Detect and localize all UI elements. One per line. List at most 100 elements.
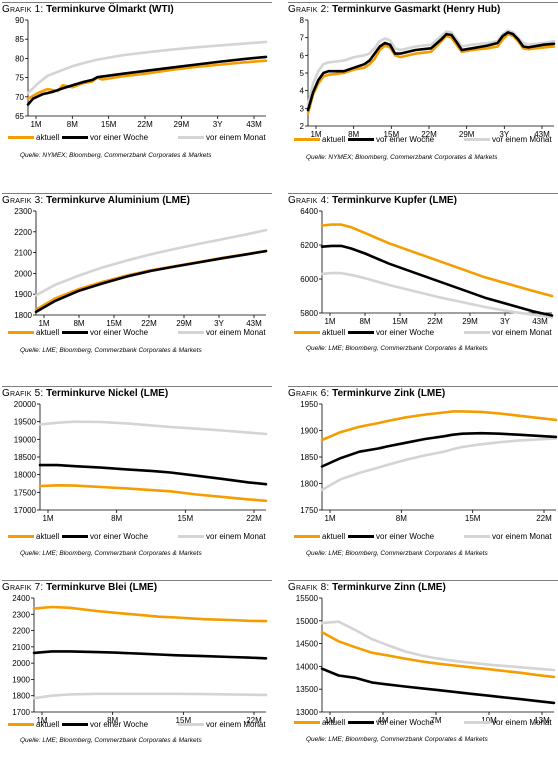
x-tick-label: 22M — [536, 514, 552, 523]
x-tick-label: 43M — [246, 319, 262, 328]
chart-svg: 13000 13500 14000 14500 15000 15500 1M 4M 7M 10M 1… — [296, 594, 556, 725]
x-tick-label: 43M — [246, 120, 262, 129]
chart-name: Terminkurve Gasmarkt (Henry Hub) — [329, 4, 501, 15]
legend-item-monat: vor einem Monat — [178, 133, 266, 142]
series-line-aktuell — [320, 223, 554, 298]
y-tick-label: 80 — [15, 54, 24, 63]
chart-title: Grafik 6: Terminkurve Zink (LME) — [288, 386, 558, 403]
series-line-woche — [34, 249, 268, 314]
chart-source: Quelle: LME; Bloomberg, Commerzbank Corp… — [20, 550, 202, 557]
chart-svg: 65 70 75 80 85 90 1M 8M 15M 22M 29M 3Y 43M — [15, 16, 268, 129]
x-tick-label: 1M — [324, 317, 335, 326]
legend-label: vor einem Monat — [492, 718, 552, 727]
legend-item-woche: vor einer Woche — [348, 532, 434, 541]
legend-item-woche: vor einer Woche — [62, 532, 148, 541]
series-line-woche — [320, 431, 558, 468]
chart-title: Grafik 8: Terminkurve Zinn (LME) — [288, 580, 558, 597]
legend-swatch — [348, 535, 374, 538]
legend-swatch — [178, 535, 204, 538]
plot-area: 1750 1800 1850 1900 1950 1M 8M 15M 22M — [288, 400, 558, 523]
y-tick-label: 5800 — [300, 309, 318, 318]
x-tick-label: 22M — [427, 317, 443, 326]
y-tick-label: 6400 — [300, 207, 318, 216]
x-tick-label: 22M — [246, 716, 262, 725]
y-tick-label: 6200 — [300, 241, 318, 250]
legend-item-aktuell: aktuell — [294, 532, 345, 541]
legend-swatch — [294, 535, 320, 538]
y-tick-label: 65 — [15, 112, 24, 121]
x-tick-label: 10M — [481, 716, 497, 725]
y-tick-label: 4 — [300, 87, 305, 96]
y-tick-label: 18500 — [14, 453, 37, 462]
chart-number: Grafik 2: — [288, 4, 330, 15]
x-tick-label: 1M — [38, 319, 49, 328]
series-line-monat — [38, 420, 268, 436]
x-tick-label: 15M — [392, 317, 408, 326]
x-tick-label: 8M — [107, 716, 118, 725]
legend-swatch — [8, 535, 34, 538]
y-tick-label: 1800 — [300, 480, 318, 489]
legend-swatch — [348, 138, 374, 141]
x-tick-label: 22M — [421, 130, 437, 139]
y-tick-label: 1750 — [300, 506, 318, 515]
legend-swatch — [348, 331, 374, 334]
x-tick-label: 15M — [384, 130, 400, 139]
chart-name: Terminkurve Blei (LME) — [43, 582, 158, 593]
chart-svg: 2 3 4 5 6 7 8 1M 8M 15M 22M 29M 3Y 43M — [300, 16, 556, 139]
legend-label: vor einer Woche — [376, 532, 435, 541]
series-line-monat — [320, 620, 556, 672]
legend-item-monat: vor einem Monat — [464, 328, 552, 337]
y-tick-label: 19500 — [14, 418, 37, 427]
plot-area: 5800 6000 6200 6400 1M 8M 15M 22M 29M 3Y 43M — [288, 207, 554, 326]
series-line-aktuell — [38, 484, 268, 503]
legend-swatch — [8, 136, 34, 139]
legend-label: vor einer Woche — [90, 532, 149, 541]
series-line-woche — [320, 667, 556, 705]
x-tick-label: 3Y — [213, 120, 223, 129]
chart-name: Terminkurve Kupfer (LME) — [329, 195, 457, 206]
x-tick-label: 1M — [324, 514, 335, 523]
x-tick-label: 3Y — [214, 319, 224, 328]
series-line-woche — [320, 244, 554, 317]
x-tick-label: 22M — [137, 120, 153, 129]
chart-svg: 1800 1900 2000 2100 2200 2300 1M 8M 15M 22M 29M 3Y 4… — [14, 207, 268, 328]
y-tick-label: 19000 — [14, 435, 37, 444]
chart-svg: 1750 1800 1850 1900 1950 1M 8M 15M 22M — [300, 400, 558, 523]
legend-label: vor einer Woche — [376, 718, 435, 727]
y-tick-label: 5 — [300, 69, 305, 78]
legend-swatch — [464, 331, 490, 334]
legend-swatch — [178, 331, 204, 334]
series-line-monat — [26, 40, 268, 95]
chart-panel-4: Grafik 4: Terminkurve Kupfer (LME) 5800 60… — [288, 193, 558, 373]
y-tick-label: 20000 — [14, 400, 37, 409]
legend-item-aktuell: aktuell — [294, 328, 345, 337]
legend-label: aktuell — [322, 718, 346, 727]
legend-item-woche: vor einer Woche — [62, 720, 148, 729]
x-tick-label: 8M — [73, 319, 84, 328]
y-tick-label: 2000 — [12, 659, 30, 668]
chart-panel-3: Grafik 3: Terminkurve Aluminium (LME) 180… — [2, 193, 272, 373]
x-tick-label: 15M — [178, 514, 194, 523]
x-tick-label: 29M — [174, 120, 190, 129]
x-tick-label: 8M — [359, 317, 370, 326]
plot-area: 1700 1800 1900 2000 2100 2200 2300 2400 1M 8M 15M 2… — [2, 594, 268, 725]
plot-area: 1800 1900 2000 2100 2200 2300 1M 8M 15M 22M 29M 3Y 4… — [2, 207, 268, 328]
legend-item-woche: vor einer Woche — [348, 135, 434, 144]
x-tick-label: 8M — [396, 514, 407, 523]
y-tick-label: 8 — [300, 16, 305, 25]
legend-swatch — [294, 721, 320, 724]
chart-name: Terminkurve Zinn (LME) — [329, 582, 446, 593]
y-tick-label: 6 — [300, 51, 305, 60]
legend-label: vor einem Monat — [206, 720, 266, 729]
series-line-monat — [34, 228, 268, 297]
legend-swatch — [294, 331, 320, 334]
legend-label: vor einem Monat — [492, 135, 552, 144]
y-tick-label: 14000 — [296, 662, 319, 671]
y-tick-label: 1900 — [12, 675, 30, 684]
y-tick-label: 1900 — [14, 290, 32, 299]
x-tick-label: 4M — [377, 716, 388, 725]
legend-label: vor einer Woche — [90, 133, 149, 142]
y-tick-label: 2300 — [14, 207, 32, 216]
legend-item-aktuell: aktuell — [8, 532, 59, 541]
chart-title: Grafik 7: Terminkurve Blei (LME) — [2, 580, 272, 597]
